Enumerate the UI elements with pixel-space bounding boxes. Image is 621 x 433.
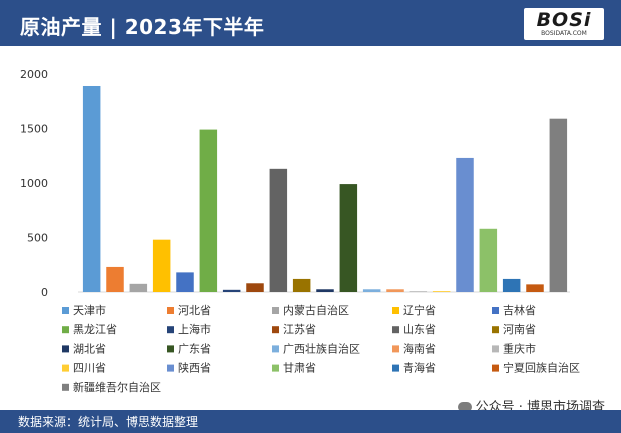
bar-河北省 — [106, 266, 124, 292]
bar-新疆维吾尔自治区 — [549, 118, 568, 292]
bar-海南省 — [386, 289, 404, 292]
legend-label-海南省: 海南省 — [403, 341, 436, 355]
legend-label-天津市: 天津市 — [73, 303, 106, 317]
legend-label-辽宁省: 辽宁省 — [403, 303, 436, 317]
legend-label-宁夏回族自治区: 宁夏回族自治区 — [503, 361, 580, 375]
legend-swatch-内蒙古自治区 — [272, 307, 279, 314]
legend-swatch-新疆维吾尔自治区 — [62, 383, 69, 391]
page-title: 原油产量 | 2023年下半年 — [20, 15, 265, 39]
legend-label-山东省: 山东省 — [403, 323, 436, 336]
y-tick-label: 500 — [27, 232, 48, 245]
legend-swatch-青海省 — [392, 364, 399, 372]
bar-湖北省 — [316, 289, 334, 292]
legend-swatch-广东省 — [167, 345, 174, 353]
legend-swatch-吉林省 — [492, 307, 499, 314]
legend-swatch-广西壮族自治区 — [272, 345, 279, 353]
bar-内蒙古自治区 — [129, 283, 148, 292]
bar-青海省 — [502, 278, 521, 292]
bar-甘肃省 — [479, 228, 498, 292]
bar-四川省 — [432, 291, 451, 292]
bar-陕西省 — [456, 157, 474, 292]
logo-text: BOSi — [536, 9, 592, 31]
legend-label-广东省: 广东省 — [178, 342, 211, 355]
bar-广西壮族自治区 — [362, 289, 381, 292]
bar-辽宁省 — [152, 239, 171, 292]
legend-label-江苏省: 江苏省 — [283, 323, 316, 336]
logo-subtext: BOSIDATA.COM — [541, 30, 587, 37]
legend-swatch-天津市 — [62, 307, 69, 314]
legend-label-青海省: 青海省 — [403, 361, 436, 375]
bar-山东省 — [269, 168, 288, 292]
legend-swatch-重庆市 — [492, 345, 499, 353]
header-bar: 原油产量 | 2023年下半年 BOSi BOSIDATA.COM — [0, 0, 621, 46]
legend-swatch-山东省 — [392, 326, 399, 334]
legend-swatch-河南省 — [492, 326, 499, 334]
legend-label-河南省: 河南省 — [503, 323, 536, 336]
legend-label-河北省: 河北省 — [178, 304, 211, 317]
legend-label-甘肃省: 甘肃省 — [283, 362, 316, 375]
y-tick-label: 0 — [41, 286, 48, 299]
legend-swatch-湖北省 — [62, 345, 69, 353]
legend-swatch-辽宁省 — [392, 307, 399, 314]
wechat-icon — [457, 401, 472, 412]
legend-swatch-上海市 — [167, 326, 174, 334]
bar-河南省 — [292, 278, 311, 292]
data-source: 数据来源：统计局、博思数据整理 — [18, 415, 199, 429]
bar-江苏省 — [246, 283, 264, 292]
bar-宁夏回族自治区 — [526, 284, 544, 292]
legend-label-重庆市: 重庆市 — [503, 341, 536, 355]
bar-黑龙江省 — [199, 129, 218, 292]
chart-area: 0 500 1000 1500 2000 天津市 河北省 内蒙古自治区 辽宁省 吉林省黑龙江省 上海… — [0, 46, 621, 410]
legend-label-上海市: 上海市 — [178, 322, 211, 336]
bar-天津市 — [82, 85, 101, 292]
legend-swatch-甘肃省 — [272, 364, 279, 372]
bar-上海市 — [222, 289, 241, 292]
legend-label-内蒙古自治区: 内蒙古自治区 — [283, 303, 349, 317]
legend-swatch-黑龙江省 — [62, 326, 69, 334]
legend-swatch-江苏省 — [272, 326, 279, 334]
legend-label-黑龙江省: 黑龙江省 — [73, 323, 117, 336]
legend-swatch-河北省 — [167, 307, 174, 314]
bar-重庆市 — [409, 291, 428, 292]
legend-label-吉林省: 吉林省 — [503, 303, 536, 317]
legend-label-四川省: 四川省 — [73, 362, 106, 375]
bar-广东省 — [339, 184, 358, 292]
y-tick-label: 1500 — [20, 123, 48, 136]
legend-label-陕西省: 陕西省 — [178, 361, 211, 375]
legend-label-湖北省: 湖北省 — [73, 342, 106, 355]
legend-swatch-陕西省 — [167, 364, 174, 372]
legend-swatch-海南省 — [392, 345, 399, 353]
bar-吉林省 — [176, 272, 194, 292]
bosi-logo: BOSi BOSIDATA.COM — [524, 8, 604, 40]
footer-bar: 数据来源：统计局、博思数据整理 — [0, 410, 621, 433]
y-tick-label: 2000 — [20, 68, 48, 81]
legend-swatch-宁夏回族自治区 — [492, 364, 499, 372]
legend-label-新疆维吾尔自治区: 新疆维吾尔自治区 — [73, 380, 161, 394]
legend-swatch-四川省 — [62, 364, 69, 372]
legend-label-广西壮族自治区: 广西壮族自治区 — [283, 341, 360, 355]
y-tick-label: 1000 — [20, 177, 48, 190]
